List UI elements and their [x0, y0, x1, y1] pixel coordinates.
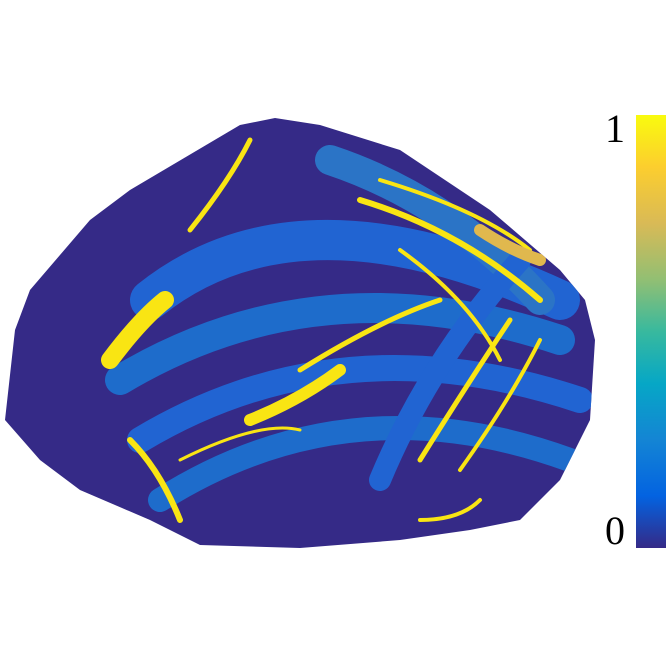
colorbar: [636, 115, 666, 548]
sample-map: [5, 118, 595, 548]
colorbar-tick-label: 1: [605, 106, 625, 151]
colorbar-tick-label: 0: [605, 508, 625, 553]
